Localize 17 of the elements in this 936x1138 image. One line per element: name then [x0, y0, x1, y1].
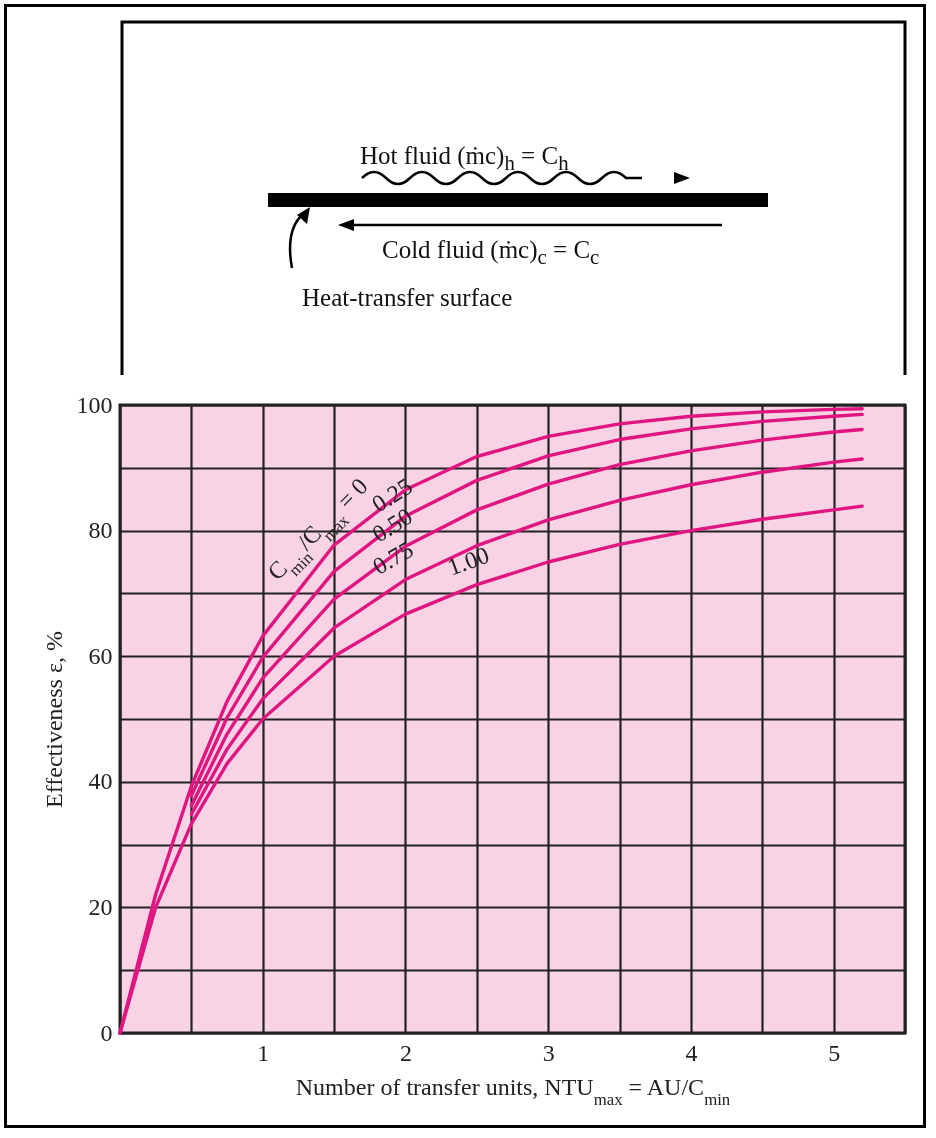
x-axis-title: Number of transfer units, NTU$_{max}$ = AU/C$_{min}$: [295, 1073, 731, 1108]
text: Cold fluid (ṁc)$_{c}$ = C$_{c}$: [382, 236, 600, 270]
text: Heat-transfer surface: [302, 284, 513, 312]
y-tick-label: 60: [88, 642, 113, 669]
y-tick-label: 20: [88, 893, 113, 920]
y-axis-title: Effectiveness ε, %: [40, 631, 67, 808]
x-tick-label: 5: [828, 1039, 841, 1066]
y-tick-label: 40: [88, 768, 113, 795]
y-tick-label: 100: [76, 391, 113, 418]
text: 1.00: [444, 541, 493, 581]
x-tick-label: 4: [685, 1039, 698, 1066]
y-tick-label: 80: [88, 517, 113, 544]
x-tick-label: 3: [542, 1039, 555, 1066]
y-tick-label: 0: [100, 1019, 113, 1046]
x-tick-label: 2: [399, 1039, 412, 1066]
x-tick-label: 1: [257, 1039, 270, 1066]
text: Hot fluid (ṁc)$_{h}$ = C$_{h}$: [360, 142, 569, 176]
